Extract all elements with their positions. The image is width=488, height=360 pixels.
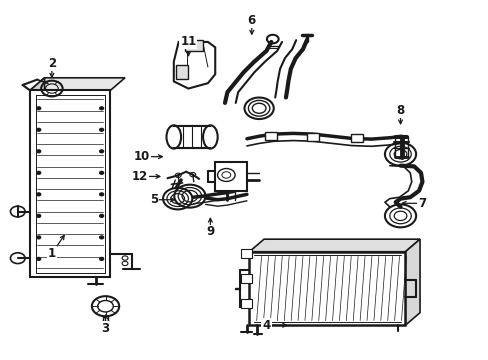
- Bar: [350, 134, 362, 141]
- Polygon shape: [30, 90, 110, 277]
- Circle shape: [37, 129, 41, 131]
- Circle shape: [37, 215, 41, 217]
- Polygon shape: [173, 42, 215, 89]
- Text: 11: 11: [180, 35, 196, 49]
- Circle shape: [100, 215, 103, 217]
- Circle shape: [37, 107, 41, 110]
- Bar: [184, 40, 203, 51]
- Polygon shape: [240, 300, 251, 308]
- Text: 3: 3: [102, 322, 109, 335]
- Circle shape: [100, 129, 103, 131]
- Text: 4: 4: [262, 319, 270, 332]
- Circle shape: [100, 150, 103, 153]
- Bar: [265, 132, 277, 140]
- Bar: [176, 65, 188, 78]
- Circle shape: [37, 257, 41, 260]
- Circle shape: [37, 236, 41, 239]
- Polygon shape: [173, 126, 210, 148]
- Text: 2: 2: [48, 57, 56, 70]
- Polygon shape: [215, 162, 246, 191]
- Text: 12: 12: [131, 170, 147, 183]
- Text: 1: 1: [48, 247, 56, 260]
- Text: 5: 5: [150, 193, 158, 206]
- Text: 7: 7: [418, 197, 426, 210]
- Text: 9: 9: [206, 225, 214, 238]
- Circle shape: [100, 257, 103, 260]
- Circle shape: [100, 171, 103, 174]
- Circle shape: [37, 193, 41, 196]
- Circle shape: [37, 171, 41, 174]
- Polygon shape: [240, 249, 251, 258]
- Text: 10: 10: [134, 150, 150, 163]
- Polygon shape: [249, 252, 405, 325]
- Polygon shape: [240, 274, 251, 283]
- Polygon shape: [249, 239, 419, 252]
- Polygon shape: [30, 78, 44, 277]
- Text: 6: 6: [247, 14, 255, 27]
- Circle shape: [100, 236, 103, 239]
- Circle shape: [100, 193, 103, 196]
- Polygon shape: [405, 239, 419, 325]
- Polygon shape: [30, 78, 125, 90]
- Circle shape: [100, 107, 103, 110]
- Text: 8: 8: [396, 104, 404, 117]
- Bar: [306, 133, 318, 140]
- Circle shape: [37, 150, 41, 153]
